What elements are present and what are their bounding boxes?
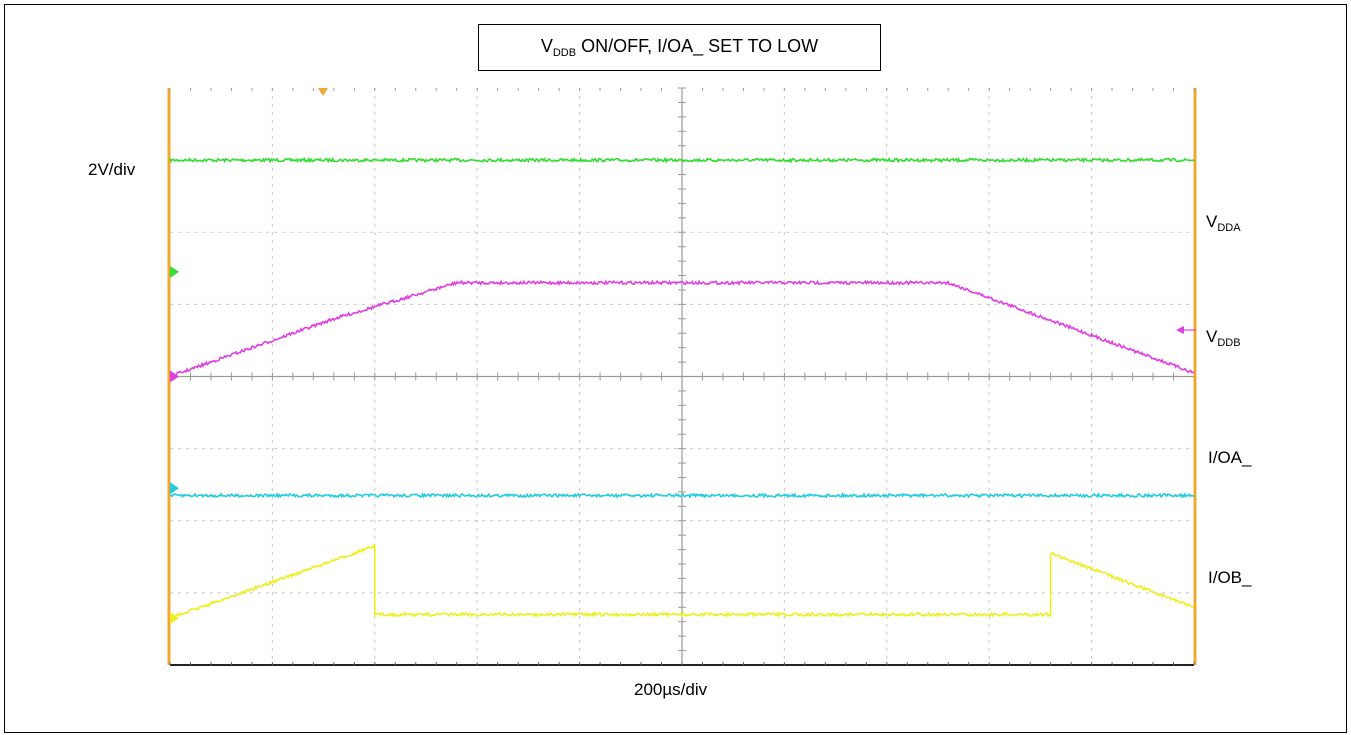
channel-markers: [170, 88, 1196, 625]
grid: [167, 87, 1197, 666]
horizontal-scale-label: 200µs/div: [634, 680, 708, 699]
channel-marker-i-ob-: [170, 612, 179, 625]
chart-title: VDDB ON/OFF, I/OA_ SET TO LOW: [478, 24, 881, 71]
vertical-scale-label: 2V/div: [88, 160, 136, 179]
trigger-marker: [318, 88, 328, 96]
vddb-offset-arrow: [1176, 326, 1184, 334]
channel-marker-vdda: [170, 265, 179, 278]
traces: [169, 156, 1195, 621]
channel-marker-vddb: [170, 370, 179, 383]
trace-vddb: [169, 279, 1195, 379]
series-label-vddb: VDDB: [1206, 327, 1241, 349]
series-label-vdda: VDDA: [1206, 212, 1241, 234]
series-label-iob: I/OB_: [1208, 568, 1252, 587]
trace-i-oa-: [169, 491, 1195, 499]
trace-vdda: [169, 156, 1195, 164]
channel-marker-i-oa-: [170, 482, 179, 495]
title-text: VDDB ON/OFF, I/OA_ SET TO LOW: [540, 36, 819, 59]
series-label-ioa: I/OA_: [1208, 448, 1252, 467]
trace-i-ob-: [169, 544, 1195, 621]
figure-frame: [4, 4, 1347, 733]
